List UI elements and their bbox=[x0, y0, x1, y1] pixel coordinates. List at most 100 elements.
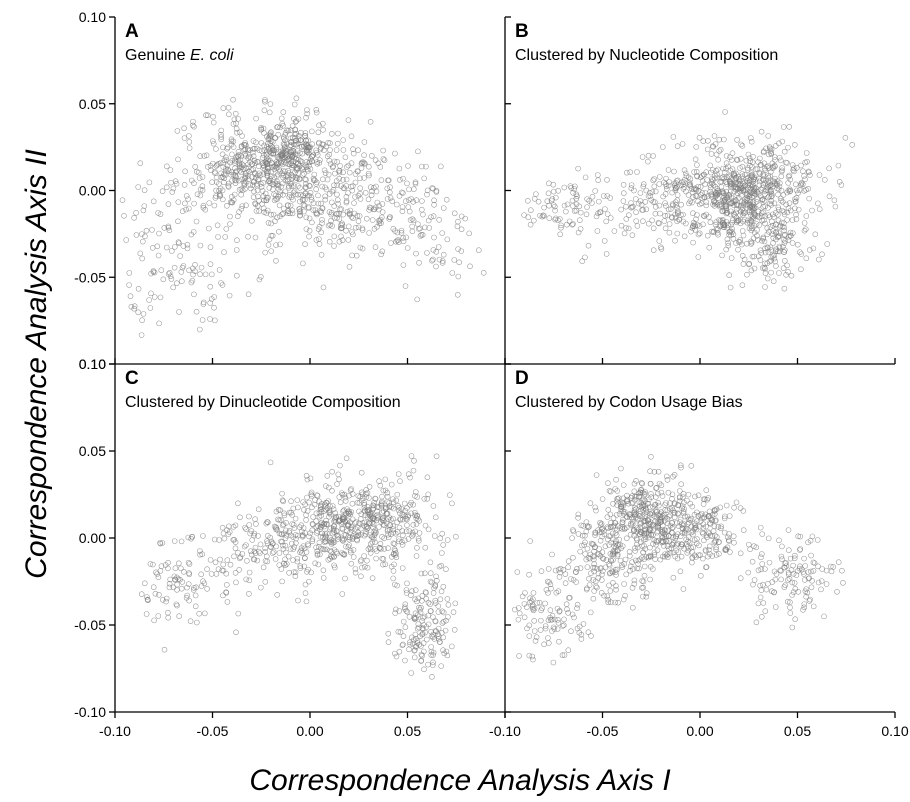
data-point bbox=[456, 259, 462, 266]
data-point bbox=[731, 539, 737, 546]
data-point bbox=[706, 244, 713, 251]
data-point bbox=[657, 511, 664, 517]
data-point bbox=[265, 519, 271, 526]
data-point bbox=[737, 550, 744, 557]
data-point bbox=[335, 471, 342, 478]
data-point bbox=[280, 522, 286, 529]
data-point bbox=[592, 504, 598, 511]
data-point bbox=[641, 518, 648, 524]
data-point bbox=[643, 554, 650, 560]
data-point bbox=[652, 210, 659, 217]
data-point bbox=[285, 127, 292, 134]
data-point bbox=[700, 171, 707, 178]
data-point bbox=[786, 576, 793, 582]
data-point bbox=[279, 211, 285, 218]
data-point bbox=[172, 565, 179, 571]
data-point bbox=[584, 564, 591, 570]
data-point bbox=[584, 204, 590, 210]
data-point bbox=[582, 532, 588, 539]
data-point bbox=[302, 581, 309, 588]
data-point bbox=[645, 554, 652, 561]
data-point bbox=[530, 607, 537, 614]
data-point bbox=[378, 251, 384, 258]
data-point bbox=[342, 575, 348, 582]
data-point bbox=[690, 210, 696, 216]
data-point bbox=[606, 488, 613, 494]
data-point bbox=[595, 210, 601, 217]
data-point bbox=[671, 500, 678, 506]
data-point bbox=[147, 305, 154, 311]
data-point bbox=[251, 170, 258, 176]
data-point bbox=[552, 203, 558, 210]
data-point bbox=[372, 495, 378, 502]
data-point bbox=[808, 552, 814, 559]
data-point bbox=[680, 510, 687, 517]
data-point bbox=[695, 187, 702, 194]
data-point bbox=[631, 187, 637, 194]
data-point bbox=[135, 184, 141, 190]
data-point bbox=[640, 183, 647, 190]
data-point bbox=[715, 524, 722, 530]
data-point bbox=[361, 160, 367, 166]
data-point bbox=[688, 463, 695, 469]
data-point bbox=[379, 500, 385, 506]
data-point bbox=[250, 153, 257, 159]
data-point bbox=[515, 616, 522, 623]
data-point bbox=[574, 625, 581, 632]
data-point bbox=[790, 589, 797, 595]
data-point bbox=[223, 570, 230, 577]
data-point bbox=[679, 521, 685, 528]
data-point bbox=[410, 199, 416, 205]
data-point bbox=[561, 184, 568, 191]
data-point bbox=[309, 128, 315, 135]
data-point bbox=[430, 590, 437, 596]
data-point bbox=[694, 193, 700, 199]
data-point bbox=[681, 167, 688, 173]
data-point bbox=[727, 211, 734, 218]
data-point bbox=[263, 155, 270, 161]
data-point bbox=[285, 553, 292, 560]
data-point bbox=[604, 177, 610, 183]
data-point bbox=[748, 223, 755, 230]
data-point bbox=[342, 498, 349, 504]
data-point bbox=[345, 190, 351, 196]
data-point bbox=[424, 187, 431, 194]
data-point bbox=[400, 516, 406, 523]
data-point bbox=[836, 179, 843, 185]
data-point bbox=[685, 516, 692, 523]
data-point bbox=[529, 653, 536, 660]
data-point bbox=[265, 532, 271, 539]
data-point bbox=[237, 164, 244, 170]
data-point bbox=[751, 212, 758, 218]
data-point bbox=[148, 290, 154, 297]
data-point bbox=[174, 128, 181, 134]
data-point bbox=[803, 255, 810, 262]
data-point bbox=[573, 207, 580, 214]
data-point bbox=[370, 505, 376, 511]
data-point bbox=[221, 157, 228, 164]
data-point bbox=[186, 139, 193, 145]
data-point bbox=[291, 101, 298, 108]
data-point bbox=[757, 247, 764, 254]
data-point bbox=[297, 150, 303, 156]
data-point bbox=[228, 171, 234, 178]
data-point bbox=[591, 568, 597, 575]
data-point bbox=[645, 516, 651, 523]
data-point bbox=[409, 588, 415, 594]
data-point bbox=[690, 531, 696, 538]
data-point bbox=[566, 218, 573, 225]
data-point bbox=[749, 558, 756, 565]
data-point bbox=[455, 246, 461, 252]
data-point bbox=[812, 231, 819, 238]
data-point bbox=[413, 489, 419, 495]
data-point bbox=[423, 590, 429, 596]
data-point bbox=[674, 531, 681, 537]
data-point bbox=[749, 253, 756, 260]
data-point bbox=[333, 147, 340, 153]
data-point bbox=[746, 225, 753, 232]
data-point bbox=[789, 162, 796, 168]
data-point bbox=[278, 538, 284, 545]
data-point bbox=[696, 201, 703, 208]
data-point bbox=[183, 193, 190, 199]
data-point bbox=[521, 614, 528, 621]
